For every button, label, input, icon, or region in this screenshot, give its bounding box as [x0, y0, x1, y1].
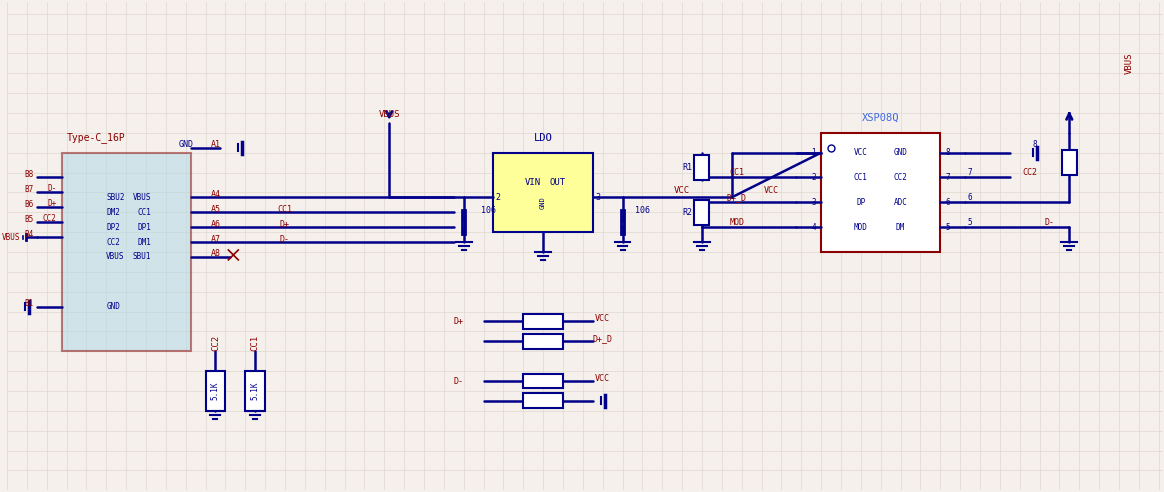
Bar	[246, 371, 265, 411]
Text: B6: B6	[24, 200, 34, 209]
Text: B5: B5	[24, 215, 34, 224]
Text: 5.1K: 5.1K	[211, 382, 220, 400]
Text: 2: 2	[811, 173, 816, 182]
Text: MOD: MOD	[729, 217, 744, 227]
Text: 5: 5	[967, 217, 972, 227]
Text: 2: 2	[496, 193, 501, 202]
Text: CC1: CC1	[729, 168, 744, 177]
Text: 6: 6	[945, 198, 950, 207]
Text: R2: R2	[682, 208, 693, 217]
Text: A8: A8	[211, 249, 220, 258]
Text: 106: 106	[634, 206, 650, 215]
Text: A6: A6	[211, 219, 220, 229]
Text: 4: 4	[811, 223, 816, 232]
Text: MOD: MOD	[854, 223, 867, 232]
Text: LDO: LDO	[534, 133, 553, 143]
Text: VBUS: VBUS	[1, 233, 20, 242]
Text: SBU2: SBU2	[106, 193, 125, 202]
Text: VCC: VCC	[595, 373, 610, 383]
Text: 7: 7	[945, 173, 950, 182]
Text: A7: A7	[211, 235, 220, 244]
Bar	[695, 200, 709, 225]
Text: DM1: DM1	[137, 238, 151, 246]
Text: DP: DP	[857, 198, 865, 207]
Bar	[821, 133, 941, 252]
Text: 6: 6	[967, 193, 972, 202]
Text: D+: D+	[454, 317, 463, 326]
Text: 1: 1	[811, 148, 816, 157]
Text: CC2: CC2	[211, 335, 220, 351]
Text: 8: 8	[945, 148, 950, 157]
Text: 106: 106	[481, 206, 496, 215]
Text: CC1: CC1	[137, 208, 151, 217]
Text: B7: B7	[24, 185, 34, 194]
Bar	[524, 334, 563, 349]
Bar	[695, 155, 709, 180]
Text: D-: D-	[281, 235, 290, 244]
Text: GND: GND	[106, 302, 120, 311]
Text: SBU1: SBU1	[133, 252, 151, 261]
Text: 8: 8	[1032, 140, 1037, 149]
Text: VCC: VCC	[854, 148, 867, 157]
Text: D-: D-	[48, 184, 57, 193]
Text: B4: B4	[24, 230, 34, 239]
Bar	[494, 153, 592, 232]
Text: A1: A1	[211, 140, 220, 149]
Bar	[1062, 150, 1077, 175]
Text: VBUS: VBUS	[133, 193, 151, 202]
Text: DP1: DP1	[137, 223, 151, 232]
Text: XSP08Q: XSP08Q	[861, 113, 900, 123]
Text: D+_D: D+_D	[726, 193, 746, 202]
Text: CC2: CC2	[894, 173, 908, 182]
Text: GND: GND	[540, 196, 546, 209]
Text: Type-C_16P: Type-C_16P	[68, 132, 126, 143]
Text: 3: 3	[595, 193, 601, 202]
Text: VIN: VIN	[525, 178, 541, 187]
Text: CC1: CC1	[250, 335, 260, 351]
Text: GND: GND	[178, 140, 193, 149]
Text: 5: 5	[945, 223, 950, 232]
Text: D+: D+	[48, 199, 57, 208]
Text: VCC: VCC	[764, 186, 779, 195]
Text: D-: D-	[454, 376, 463, 386]
Text: DM2: DM2	[106, 208, 120, 217]
Bar	[524, 314, 563, 329]
Text: VCC: VCC	[674, 186, 690, 195]
Text: OUT: OUT	[549, 178, 566, 187]
Text: D+_D: D+_D	[592, 334, 612, 343]
Text: VBUS: VBUS	[106, 252, 125, 261]
Bar	[62, 153, 191, 351]
Text: DM: DM	[896, 223, 906, 232]
Text: GND: GND	[894, 148, 908, 157]
Text: D+: D+	[281, 219, 290, 229]
Text: A5: A5	[211, 205, 220, 214]
Text: CC2: CC2	[1022, 168, 1037, 177]
Text: A4: A4	[211, 190, 220, 199]
Text: DP2: DP2	[106, 223, 120, 232]
Text: B8: B8	[24, 170, 34, 179]
Text: 3: 3	[811, 198, 816, 207]
Text: CC2: CC2	[106, 238, 120, 246]
Text: CC1: CC1	[277, 205, 292, 214]
Text: VCC: VCC	[595, 314, 610, 323]
Bar	[206, 371, 226, 411]
Text: 5.1K: 5.1K	[250, 382, 260, 400]
Text: B1: B1	[24, 299, 34, 308]
Text: D-: D-	[1044, 217, 1055, 227]
Text: 7: 7	[967, 168, 972, 177]
Text: VBUS: VBUS	[1124, 53, 1134, 74]
Text: VBUS: VBUS	[378, 110, 400, 120]
Bar	[524, 394, 563, 408]
Bar	[524, 373, 563, 389]
Text: CC1: CC1	[854, 173, 867, 182]
Text: R1: R1	[682, 163, 693, 172]
Text: ADC: ADC	[894, 198, 908, 207]
Text: CC2: CC2	[43, 214, 57, 223]
